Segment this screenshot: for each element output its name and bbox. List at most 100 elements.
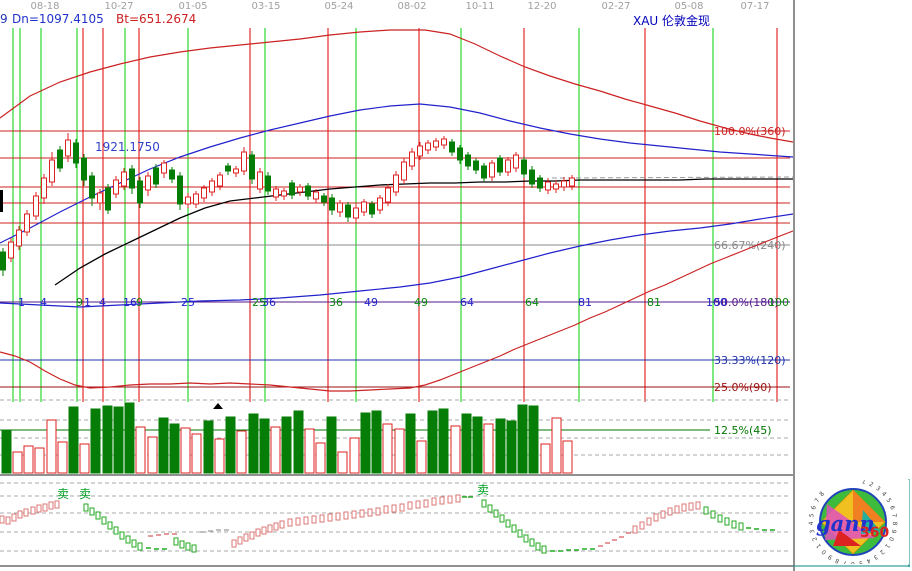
candle[interactable] <box>113 179 119 195</box>
candle[interactable] <box>97 192 103 204</box>
volume-bar[interactable] <box>540 443 551 474</box>
candle[interactable] <box>89 175 95 199</box>
candle[interactable] <box>16 229 22 247</box>
candle[interactable] <box>41 177 47 199</box>
volume-bar[interactable] <box>270 426 281 474</box>
candle[interactable] <box>8 241 14 259</box>
candle[interactable] <box>137 180 143 204</box>
volume-bar[interactable] <box>438 408 449 474</box>
candle[interactable] <box>49 159 55 183</box>
volume-bar[interactable] <box>158 417 169 474</box>
candle[interactable] <box>497 157 503 173</box>
candle[interactable] <box>393 174 399 193</box>
candle[interactable] <box>185 196 191 205</box>
candle[interactable] <box>121 171 127 187</box>
candle[interactable] <box>241 151 247 172</box>
candle[interactable] <box>73 142 79 164</box>
volume-bar[interactable] <box>68 406 79 474</box>
volume-bar[interactable] <box>416 440 427 474</box>
volume-bar[interactable] <box>46 419 57 474</box>
volume-bar[interactable] <box>57 441 68 474</box>
volume-bar[interactable] <box>349 437 360 474</box>
candle[interactable] <box>33 195 39 217</box>
volume-bar[interactable] <box>337 451 348 474</box>
candle[interactable] <box>513 154 519 169</box>
volume-bar[interactable] <box>248 413 259 474</box>
candle[interactable] <box>24 213 30 233</box>
volume-bar[interactable] <box>472 416 483 474</box>
candle[interactable] <box>313 191 319 200</box>
candle[interactable] <box>153 167 159 185</box>
candle[interactable] <box>225 165 231 172</box>
candle[interactable] <box>257 171 263 190</box>
candle[interactable] <box>249 154 255 180</box>
volume-bar[interactable] <box>225 416 236 474</box>
volume-bar[interactable] <box>169 423 180 474</box>
volume-bar[interactable] <box>517 404 528 474</box>
candle[interactable] <box>281 190 287 197</box>
candle[interactable] <box>193 193 199 205</box>
volume-bar[interactable] <box>124 402 135 474</box>
candle[interactable] <box>521 159 527 175</box>
volume-bar[interactable] <box>371 410 382 474</box>
candle[interactable] <box>273 188 279 198</box>
candle[interactable] <box>337 202 343 213</box>
candle[interactable] <box>417 145 423 157</box>
candle[interactable] <box>489 162 495 178</box>
candle[interactable] <box>409 151 415 167</box>
candle[interactable] <box>177 175 183 205</box>
candle[interactable] <box>505 159 511 173</box>
volume-bar[interactable] <box>461 413 472 474</box>
volume-bar[interactable] <box>203 420 214 474</box>
volume-bar[interactable] <box>450 425 461 474</box>
candle[interactable] <box>161 162 167 174</box>
volume-bar[interactable] <box>315 442 326 474</box>
candle[interactable] <box>105 187 111 211</box>
candle[interactable] <box>401 161 407 181</box>
candle[interactable] <box>385 187 391 203</box>
candle[interactable] <box>321 195 327 203</box>
candle[interactable] <box>57 149 63 169</box>
candle[interactable] <box>561 180 567 188</box>
volume-bar[interactable] <box>113 406 124 474</box>
candle[interactable] <box>209 180 215 193</box>
volume-bar[interactable] <box>191 433 202 474</box>
volume-bar[interactable] <box>360 412 371 474</box>
candle[interactable] <box>553 183 559 190</box>
volume-bar[interactable] <box>102 405 113 474</box>
volume-bar[interactable] <box>495 418 506 474</box>
candle[interactable] <box>569 177 575 187</box>
candle[interactable] <box>361 201 367 213</box>
volume-bar[interactable] <box>135 426 146 474</box>
candle[interactable] <box>305 185 311 197</box>
volume-bar[interactable] <box>147 436 158 474</box>
volume-bar[interactable] <box>90 408 101 474</box>
volume-bar[interactable] <box>293 410 304 474</box>
candle[interactable] <box>329 197 335 211</box>
candle[interactable] <box>297 186 303 193</box>
volume-bar[interactable] <box>304 428 315 474</box>
volume-bar[interactable] <box>483 423 494 474</box>
candle[interactable] <box>145 175 151 191</box>
volume-bar[interactable] <box>528 405 539 474</box>
volume-bar[interactable] <box>562 440 573 474</box>
candle[interactable] <box>169 169 175 180</box>
candle[interactable] <box>433 140 439 148</box>
candle[interactable] <box>545 181 551 191</box>
volume-bar[interactable] <box>23 445 34 474</box>
candle[interactable] <box>537 177 543 189</box>
candle[interactable] <box>441 138 447 146</box>
volume-bar[interactable] <box>12 451 23 474</box>
volume-bar[interactable] <box>326 416 337 474</box>
candle[interactable] <box>217 174 223 187</box>
candle[interactable] <box>353 207 359 219</box>
candle[interactable] <box>65 139 71 157</box>
volume-bar[interactable] <box>1 429 12 474</box>
candle[interactable] <box>0 251 6 271</box>
volume-bar[interactable] <box>79 443 90 474</box>
volume-bar[interactable] <box>551 417 562 474</box>
candle[interactable] <box>449 141 455 153</box>
candle[interactable] <box>201 187 207 199</box>
volume-bar[interactable] <box>405 413 416 474</box>
